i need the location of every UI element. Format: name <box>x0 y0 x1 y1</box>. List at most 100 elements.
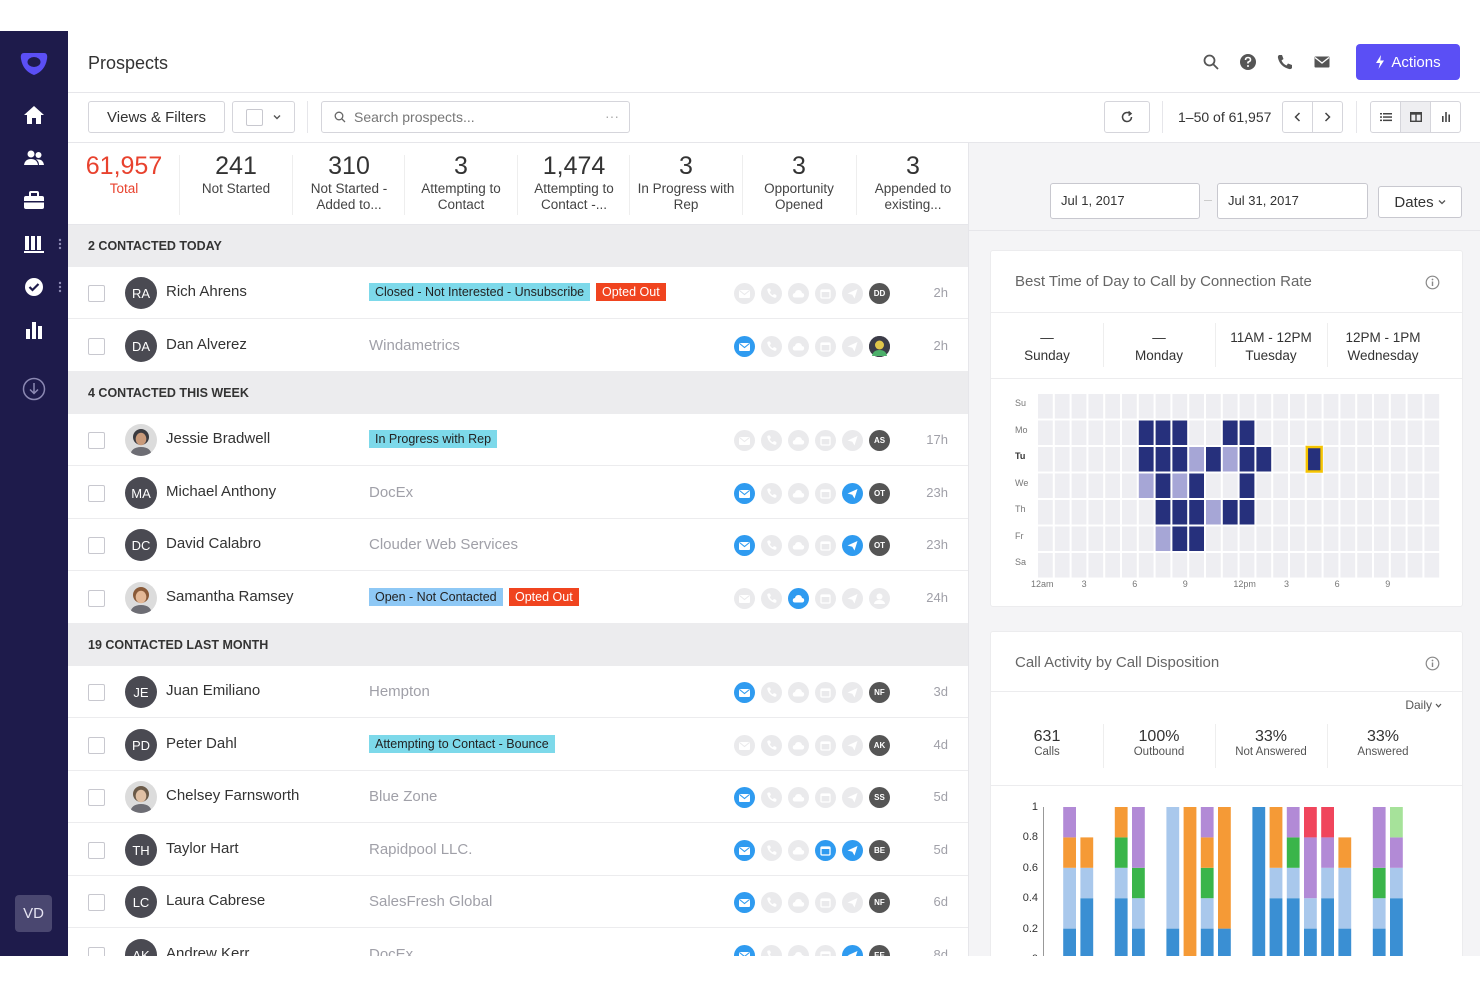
email-icon[interactable] <box>734 892 755 913</box>
info-icon[interactable] <box>1425 275 1440 290</box>
call-icon[interactable] <box>761 588 782 609</box>
stage-tag[interactable]: Open - Not Contacted <box>369 588 503 606</box>
cloud-icon[interactable] <box>788 283 809 304</box>
prospect-name[interactable]: Michael Anthony <box>166 483 277 500</box>
cloud-icon[interactable] <box>788 945 809 956</box>
views-filters-button[interactable]: Views & Filters <box>88 101 225 133</box>
prospect-name[interactable]: Samantha Ramsey <box>166 588 294 605</box>
more-dots-icon-2[interactable] <box>58 281 62 293</box>
stat-0[interactable]: 61,957 Total <box>68 151 180 197</box>
people-icon[interactable] <box>22 146 46 170</box>
prospect-name[interactable]: Jessie Bradwell <box>166 430 271 447</box>
help-icon[interactable] <box>1239 53 1257 71</box>
row-checkbox[interactable] <box>88 842 105 859</box>
calendar-icon[interactable] <box>815 945 836 956</box>
cloud-icon[interactable] <box>788 535 809 556</box>
calendar-icon[interactable] <box>815 283 836 304</box>
call-icon[interactable] <box>761 787 782 808</box>
owner-avatar[interactable]: DD <box>869 283 890 304</box>
calendar-icon[interactable] <box>815 535 836 556</box>
info-icon-2[interactable] <box>1425 656 1440 671</box>
stat-6[interactable]: 3 Opportunity Opened <box>743 151 855 213</box>
next-page-button[interactable] <box>1312 101 1343 133</box>
row-checkbox[interactable] <box>88 684 105 701</box>
row-checkbox[interactable] <box>88 789 105 806</box>
briefcase-icon[interactable] <box>22 189 46 213</box>
app-logo-icon[interactable] <box>18 47 50 79</box>
call-icon[interactable] <box>761 840 782 861</box>
email-icon[interactable] <box>734 430 755 451</box>
email-icon[interactable] <box>734 682 755 703</box>
prospect-name[interactable]: Andrew Kerr <box>166 945 250 956</box>
send-icon[interactable] <box>842 892 863 913</box>
owner-avatar[interactable] <box>869 336 890 357</box>
send-icon[interactable] <box>842 787 863 808</box>
send-icon[interactable] <box>842 588 863 609</box>
owner-avatar[interactable]: AS <box>869 430 890 451</box>
call-icon[interactable] <box>761 892 782 913</box>
row-checkbox[interactable] <box>88 737 105 754</box>
prospect-row[interactable]: Chelsey Farnsworth Blue Zone SS 5d <box>68 771 968 823</box>
dates-dropdown[interactable]: Dates <box>1378 186 1462 218</box>
phone-icon[interactable] <box>1276 53 1294 71</box>
cloud-icon[interactable] <box>788 892 809 913</box>
prospect-name[interactable]: Chelsey Farnsworth <box>166 787 300 804</box>
prospect-name[interactable]: Dan Alverez <box>166 336 247 353</box>
row-checkbox[interactable] <box>88 947 105 956</box>
call-icon[interactable] <box>761 735 782 756</box>
prospect-row[interactable]: TH Taylor Hart Rapidpool LLC. BE 5d <box>68 824 968 876</box>
cloud-icon[interactable] <box>788 840 809 861</box>
calendar-icon[interactable] <box>815 588 836 609</box>
prospect-name[interactable]: Rich Ahrens <box>166 283 247 300</box>
user-avatar[interactable]: VD <box>15 895 52 932</box>
calendar-icon[interactable] <box>815 682 836 703</box>
call-icon[interactable] <box>761 483 782 504</box>
cloud-icon[interactable] <box>788 682 809 703</box>
prospect-row[interactable]: MA Michael Anthony DocEx OT 23h <box>68 467 968 519</box>
reports-icon[interactable] <box>22 318 46 342</box>
prospect-name[interactable]: Taylor Hart <box>166 840 239 857</box>
owner-avatar[interactable]: NF <box>869 892 890 913</box>
split-view-button[interactable] <box>1400 101 1431 133</box>
cloud-icon[interactable] <box>788 735 809 756</box>
date-from-input[interactable]: Jul 1, 2017 <box>1050 183 1200 219</box>
stat-3[interactable]: 3 Attempting to Contact <box>405 151 517 213</box>
calendar-icon[interactable] <box>815 336 836 357</box>
cloud-icon[interactable] <box>788 336 809 357</box>
send-icon[interactable] <box>842 283 863 304</box>
prospect-name[interactable]: Laura Cabrese <box>166 892 266 909</box>
prospect-row[interactable]: RA Rich Ahrens Closed - Not Interested - U… <box>68 267 968 319</box>
library-icon[interactable] <box>22 232 46 256</box>
mail-icon[interactable] <box>1313 53 1331 71</box>
period-dropdown[interactable]: Daily <box>1405 698 1442 712</box>
stage-tag[interactable]: Opted Out <box>509 588 579 606</box>
prospect-name[interactable]: David Calabro <box>166 535 262 552</box>
stat-1[interactable]: 241 Not Started <box>180 151 292 197</box>
email-icon[interactable] <box>734 535 755 556</box>
prospect-row[interactable]: LC Laura Cabrese SalesFresh Global NF 6d <box>68 876 968 928</box>
row-checkbox[interactable] <box>88 285 105 302</box>
owner-avatar[interactable]: OT <box>869 483 890 504</box>
tasks-check-icon[interactable] <box>22 275 46 299</box>
row-checkbox[interactable] <box>88 485 105 502</box>
send-icon[interactable] <box>842 535 863 556</box>
send-icon[interactable] <box>842 945 863 956</box>
search-more-dots[interactable]: ··· <box>605 108 619 124</box>
prospect-row[interactable]: DA Dan Alverez Windametrics 2h <box>68 320 968 372</box>
calendar-icon[interactable] <box>815 840 836 861</box>
email-icon[interactable] <box>734 840 755 861</box>
prospect-name[interactable]: Juan Emiliano <box>166 682 261 699</box>
owner-avatar[interactable]: EE <box>869 945 890 956</box>
call-icon[interactable] <box>761 535 782 556</box>
email-icon[interactable] <box>734 787 755 808</box>
calendar-icon[interactable] <box>815 483 836 504</box>
send-icon[interactable] <box>842 430 863 451</box>
prospect-row[interactable]: Jessie Bradwell In Progress with Rep AS 17h <box>68 414 968 466</box>
call-icon[interactable] <box>761 283 782 304</box>
row-checkbox[interactable] <box>88 432 105 449</box>
prev-page-button[interactable] <box>1282 101 1313 133</box>
prospect-row[interactable]: PD Peter Dahl Attempting to Contact - Boun… <box>68 719 968 771</box>
row-checkbox[interactable] <box>88 590 105 607</box>
email-icon[interactable] <box>734 283 755 304</box>
search-input[interactable]: Search prospects... ··· <box>321 101 630 133</box>
